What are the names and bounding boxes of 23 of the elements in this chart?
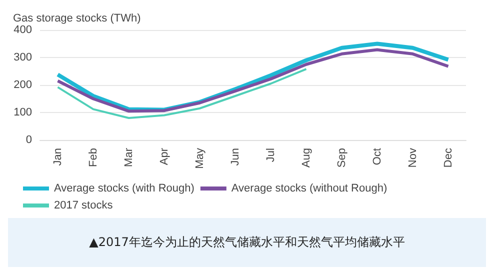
x-tick-label: Apr (158, 148, 170, 166)
x-tick-label: Nov (406, 148, 419, 168)
y-tick-label: 300 (14, 52, 32, 64)
y-tick-label: 400 (14, 24, 32, 36)
y-tick-label: 0 (26, 134, 32, 146)
y-axis-title: Gas storage stocks (TWh) (13, 12, 141, 24)
x-tick-label: Jan (52, 148, 64, 166)
legend-label: Average stocks (without Rough) (231, 182, 388, 194)
y-tick-label: 200 (14, 79, 32, 91)
x-tick-label: Jul (264, 148, 277, 162)
x-tick-label: Feb (87, 148, 100, 167)
text: ▲2017年迄今为止的天然气储藏水平和天然气平均储藏水平 (8, 218, 486, 267)
legend-label: Average stocks (with Rough) (54, 182, 194, 194)
x-tick-label: Aug (300, 148, 312, 168)
line-series (56, 68, 308, 119)
x-tick-label: Sep (336, 148, 348, 168)
x-tick-label: Jun (229, 148, 242, 166)
x-tick-label: Dec (442, 148, 454, 168)
x-tick-label: Mar (122, 148, 135, 167)
x-tick-label: May (194, 148, 206, 169)
x-tick-label: Oct (371, 148, 384, 166)
legend-label: 2017 stocks (54, 200, 114, 212)
y-tick-label: 100 (14, 106, 32, 118)
